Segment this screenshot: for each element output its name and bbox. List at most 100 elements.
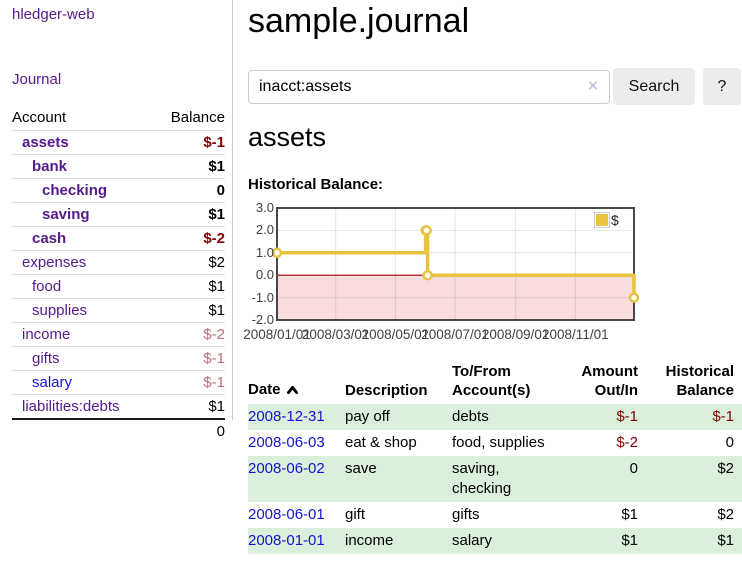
register-cell-accounts: salary (452, 532, 493, 549)
account-row: food $1 (12, 274, 225, 299)
account-link[interactable]: liabilities:debts (22, 398, 120, 415)
register-header-tofrom: To/From Account(s) (452, 363, 531, 399)
account-balance: 0 (216, 182, 225, 199)
accounts-total-value: 0 (216, 423, 225, 440)
register-cell-description: save (345, 460, 377, 477)
register-date-link[interactable]: 2008-06-01 (248, 506, 325, 523)
y-axis-tick-label: -1.0 (251, 289, 274, 305)
account-balance: $1 (208, 206, 225, 223)
register-cell-date: 2008-06-01 (248, 502, 345, 528)
y-axis-tick-label: 0.0 (255, 267, 274, 283)
help-button[interactable]: ? (703, 68, 741, 105)
register-header-date[interactable]: Date (248, 360, 345, 404)
y-axis-tick-label: 2.0 (255, 222, 274, 238)
register-cell-accounts: saving, checking (452, 460, 512, 497)
x-axis-tick-label: 2008/01/01 (243, 327, 311, 342)
search-input[interactable] (248, 70, 610, 104)
register-cell-description: pay off (345, 408, 390, 425)
account-link[interactable]: bank (32, 158, 68, 175)
register-table: Date Description To/From Account(s) Amou… (248, 360, 742, 554)
accounts-total-row: 0 (12, 419, 225, 443)
search-button[interactable]: Search (613, 68, 695, 105)
x-axis-tick-label: 2008/07/01 (421, 327, 489, 342)
register-cell-amount: $-2 (616, 434, 638, 451)
x-axis-tick-label: 2008/11/01 (542, 327, 609, 342)
register-cell-description: gift (345, 506, 366, 523)
account-link[interactable]: food (32, 278, 62, 295)
register-row[interactable]: 2008-06-01 gift gifts $1 $2 (248, 502, 742, 528)
account-balance: $-1 (203, 350, 225, 367)
account-heading: assets (248, 122, 327, 152)
register-date-link[interactable]: 2008-06-02 (248, 460, 325, 477)
register-cell-balance: $1 (717, 532, 734, 549)
register-cell-balance: 0 (725, 434, 734, 451)
register-row[interactable]: 2008-12-31 pay off debts $-1 $-1 (248, 404, 742, 430)
register-date-link[interactable]: 2008-06-03 (248, 434, 325, 451)
account-row: supplies $1 (12, 298, 225, 323)
account-row: expenses $2 (12, 250, 225, 275)
clear-search-x-icon[interactable]: × (588, 76, 598, 95)
register-cell-date: 2008-01-01 (248, 528, 345, 554)
register-cell-date: 2008-06-03 (248, 430, 345, 456)
account-link[interactable]: assets (22, 134, 69, 151)
account-row: liabilities:debts $1 (12, 394, 225, 420)
sidebar: hledger-web Journal Account Balance asse… (0, 0, 233, 440)
search-form: × Search ? (248, 68, 742, 106)
register-header-description: Description (345, 382, 428, 399)
account-row: gifts $-1 (12, 346, 225, 371)
register-cell-accounts: debts (452, 408, 489, 425)
sidebar-item-journal[interactable]: Journal (12, 71, 62, 88)
account-link[interactable]: cash (32, 230, 67, 247)
register-date-link[interactable]: 2008-12-31 (248, 408, 325, 425)
app-title-link[interactable]: hledger-web (12, 6, 95, 23)
main-content: sample.journal × Search ? assets Histori… (243, 0, 742, 582)
account-row: cash $-2 (12, 226, 225, 251)
register-cell-description: income (345, 532, 394, 549)
x-axis-tick-label: 2008/05/01 (361, 327, 430, 342)
register-cell-amount: $-1 (616, 408, 638, 425)
y-axis-tick-label: 1.0 (255, 244, 274, 260)
chart-title: Historical Balance: (248, 176, 384, 193)
account-link[interactable]: checking (42, 182, 108, 199)
account-link[interactable]: saving (42, 206, 90, 223)
register-cell-description: eat & shop (345, 434, 417, 451)
account-row: assets $-1 (12, 130, 225, 155)
accounts-header-balance: Balance (170, 109, 225, 126)
register-cell-date: 2008-06-02 (248, 456, 345, 502)
register-header-row: Date Description To/From Account(s) Amou… (248, 360, 742, 404)
account-balance: $1 (208, 398, 225, 415)
register-cell-balance: $2 (717, 460, 734, 477)
y-axis-tick-label: -2.0 (251, 312, 274, 327)
account-balance: $1 (208, 278, 225, 295)
account-row: salary $-1 (12, 370, 225, 395)
page-title: sample.journal (248, 2, 470, 40)
register-date-link[interactable]: 2008-01-01 (248, 532, 325, 549)
legend-label: $ (611, 212, 619, 228)
x-axis-tick-label: 2008/09/01 (481, 327, 550, 342)
register-header-amount: Amount Out/In (581, 363, 638, 399)
y-axis-tick-label: 3.0 (255, 200, 274, 215)
register-row[interactable]: 2008-01-01 income salary $1 $1 (248, 528, 742, 554)
historical-balance-chart: 3.0 2.0 1.0 0.0 -1.0 -2.0 2008/01/01 2008/03/01… (243, 200, 742, 350)
yellow-square-icon (595, 213, 609, 227)
register-row[interactable]: 2008-06-02 save saving, checking 0 $2 (248, 456, 742, 502)
account-balance: $-1 (203, 134, 225, 151)
account-row: checking 0 (12, 178, 225, 203)
register-cell-balance: $-1 (712, 408, 734, 425)
accounts-header-row: Account Balance (12, 106, 225, 131)
register-cell-accounts: food, supplies (452, 434, 545, 451)
account-link[interactable]: gifts (32, 350, 60, 367)
account-balance: $-2 (203, 326, 225, 343)
register-header-balance: Historical Balance (665, 363, 734, 399)
register-row[interactable]: 2008-06-03 eat & shop food, supplies $-2 0 (248, 430, 742, 456)
register-cell-accounts: gifts (452, 506, 480, 523)
account-link[interactable]: income (22, 326, 71, 343)
register-cell-amount: $1 (621, 532, 638, 549)
account-link[interactable]: salary (32, 374, 73, 391)
account-row: saving $1 (12, 202, 225, 227)
account-link[interactable]: expenses (22, 254, 87, 271)
account-balance: $2 (208, 254, 225, 271)
account-link[interactable]: supplies (32, 302, 88, 319)
x-axis-tick-label: 2008/03/01 (301, 327, 370, 342)
account-row: bank $1 (12, 154, 225, 179)
